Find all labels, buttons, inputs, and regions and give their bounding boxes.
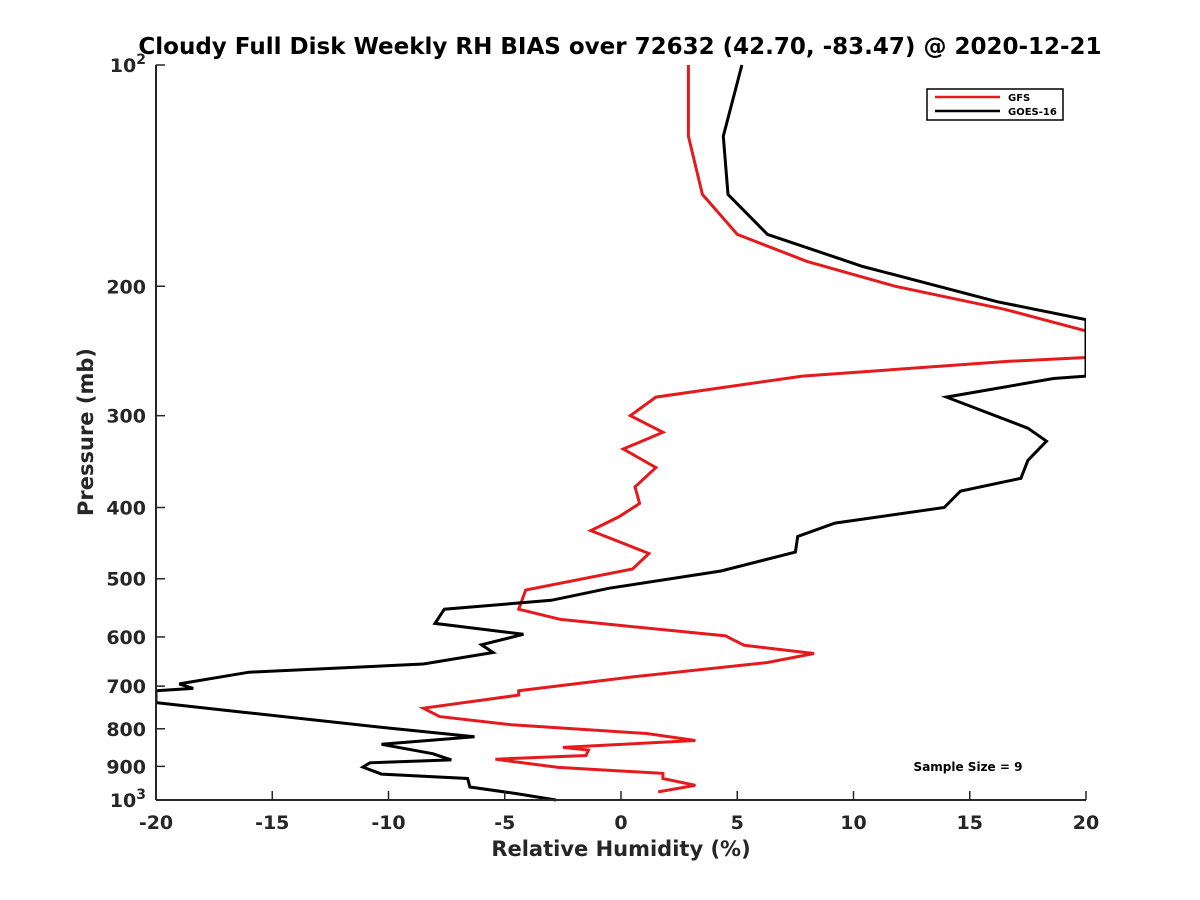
y-tick-label: 900 xyxy=(106,756,146,778)
y-tick-label: 103 xyxy=(110,787,146,812)
legend-box xyxy=(926,88,1064,121)
x-tick-label: 20 xyxy=(1073,812,1099,834)
y-tick-label: 600 xyxy=(106,627,146,649)
y-axis-ticks: 102 200 300 400 500 600 700 800 900 103 xyxy=(106,52,165,812)
series-layer xyxy=(156,64,1086,802)
y-tick-label: 300 xyxy=(106,406,146,428)
x-axis-label: Relative Humidity (%) xyxy=(491,837,750,861)
series-line-gfs xyxy=(418,65,1086,794)
x-tick-label: 5 xyxy=(731,812,744,834)
y-axis-label: Pressure (mb) xyxy=(74,348,98,516)
y-tick-label: 700 xyxy=(106,676,146,698)
y-tick-label: 400 xyxy=(106,498,146,520)
y-tick-label: 800 xyxy=(106,719,146,741)
x-tick-label: 0 xyxy=(614,812,627,834)
x-axis-ticks: -20 -15 -10 -5 0 5 10 15 20 xyxy=(139,791,1099,834)
legend-label-gfs: GFS xyxy=(1008,93,1030,104)
legend-label-goes16: GOES-16 xyxy=(1008,107,1057,118)
y-tick-label: 500 xyxy=(106,569,146,591)
legend: GFS GOES-16 xyxy=(926,88,1064,121)
x-tick-label: 10 xyxy=(840,812,866,834)
x-tick-label: -20 xyxy=(139,812,173,834)
x-tick-label: -10 xyxy=(371,812,405,834)
series-line-goes16 xyxy=(156,64,1086,802)
x-tick-label: -5 xyxy=(494,812,515,834)
x-tick-label: -15 xyxy=(255,812,289,834)
plot-area: -20 -15 -10 -5 0 5 10 15 20 102 200 300 400 500 600 70… xyxy=(106,52,1099,834)
y-tick-label: 200 xyxy=(106,276,146,298)
chart-title: Cloudy Full Disk Weekly RH BIAS over 726… xyxy=(138,34,1101,60)
x-tick-label: 15 xyxy=(957,812,983,834)
y-tick-label: 102 xyxy=(110,52,146,77)
sample-size-annotation: Sample Size = 9 xyxy=(914,760,1023,774)
